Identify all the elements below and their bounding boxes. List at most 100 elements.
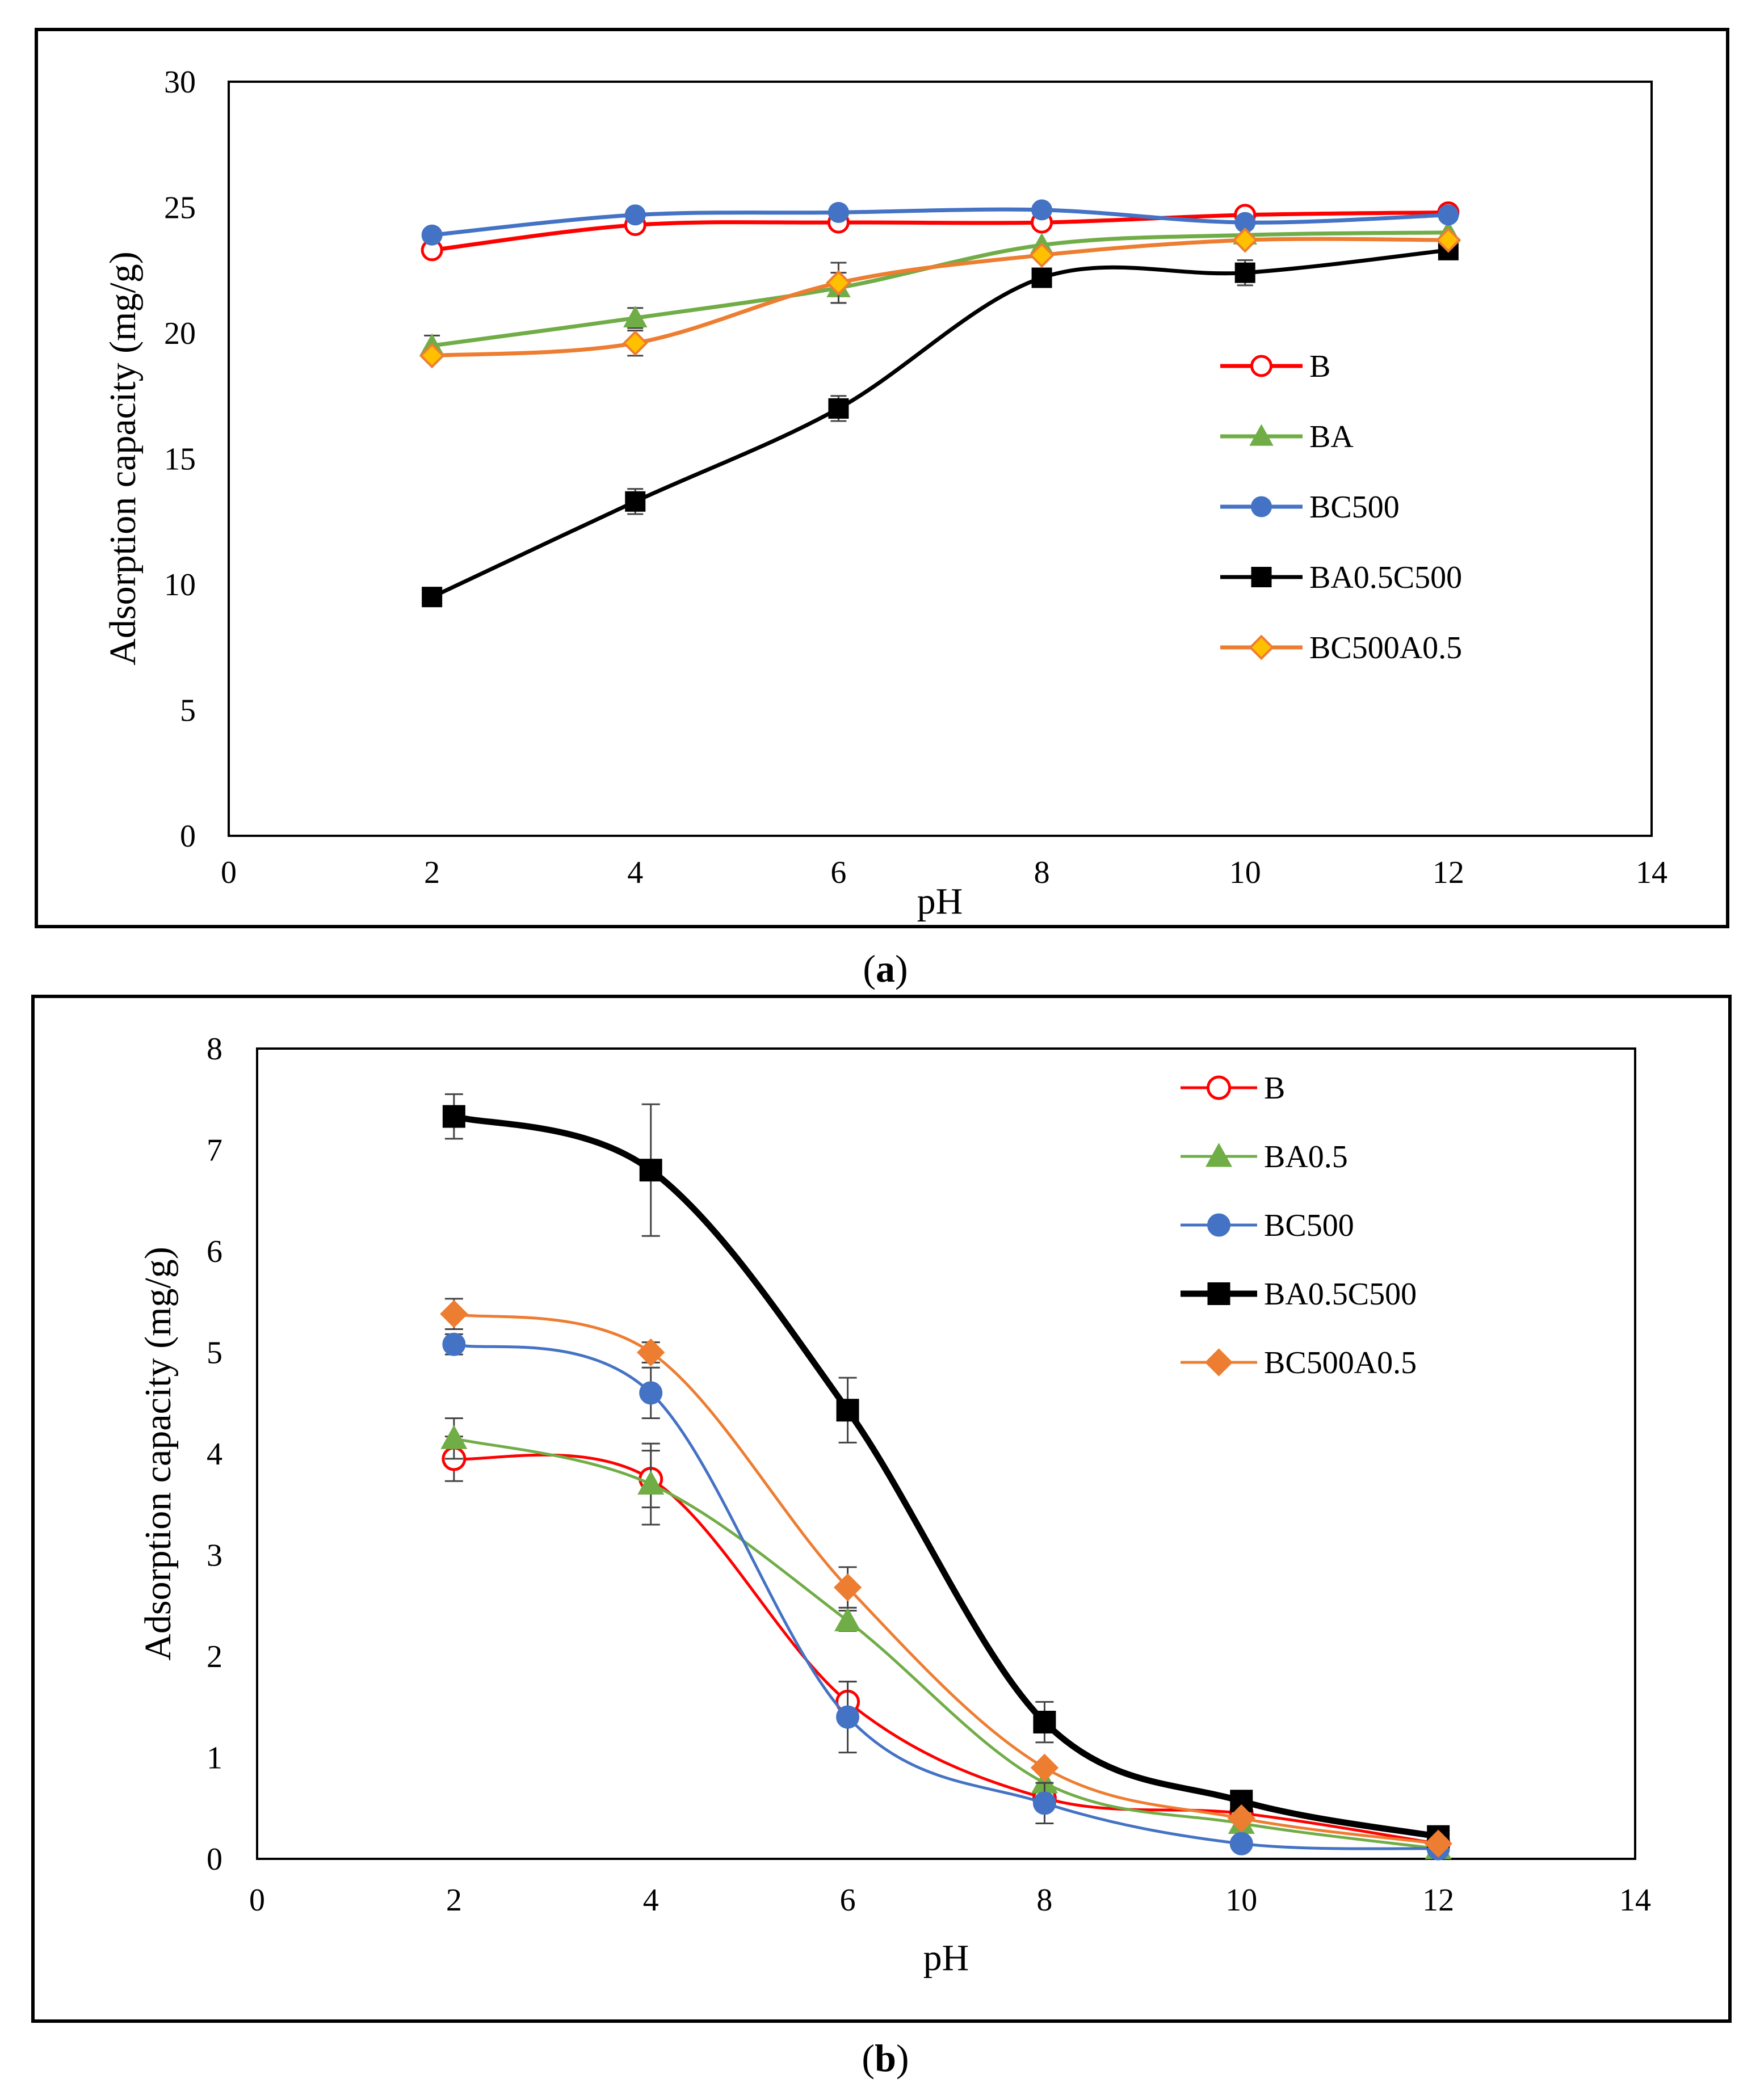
panel-a-legend-item-BC500: BC500 xyxy=(1220,490,1400,525)
panel-a-x-tick-label: 0 xyxy=(221,855,237,890)
panel-a-point-BC500 xyxy=(1031,199,1053,221)
panel-b-series-BA0.5C500 xyxy=(442,1093,1450,1848)
panel-b-point-BC500 xyxy=(836,1705,860,1729)
panel-b-legend-label: BA0.5C500 xyxy=(1264,1277,1417,1312)
panel-a-legend-label: BA xyxy=(1309,419,1354,454)
panel-b-point-BA0.5C500 xyxy=(1033,1711,1056,1734)
panel-b-series-BC500A0.5 xyxy=(440,1298,1452,1858)
panel-b-legend-item-BC500A0.5: BC500A0.5 xyxy=(1181,1345,1417,1381)
panel-b-x-tick-label: 8 xyxy=(1036,1883,1052,1918)
panel-a-line-BC500A0.5 xyxy=(431,237,1448,358)
panel-b-point-BA0.5C500 xyxy=(836,1399,859,1422)
panel-b-legend-item-BA0.5C500: BA0.5C500 xyxy=(1181,1277,1417,1312)
panel-a-point-BA0.5C500 xyxy=(1031,267,1052,288)
panel-b-y-tick-label: 3 xyxy=(207,1538,222,1573)
panel-b-point-BC500A0.5 xyxy=(1030,1753,1059,1782)
panel-b-point-BC500 xyxy=(442,1332,466,1356)
panel-a-point-BC500 xyxy=(624,204,646,226)
panel-a-legend-label: BC500 xyxy=(1309,490,1400,525)
panel-a-legend-swatch-marker xyxy=(1250,355,1272,377)
panel-a-point-BC500A0.5 xyxy=(622,330,648,356)
panel-a-x-tick-label: 6 xyxy=(830,855,846,890)
panel-b-point-BC500 xyxy=(1032,1791,1056,1815)
panel-b-x-tick-label: 6 xyxy=(840,1883,856,1918)
panel-b-y-tick-label: 0 xyxy=(207,1842,222,1877)
panel-a-legend-swatch-marker xyxy=(1251,496,1272,517)
panel-b-point-BC500A0.5 xyxy=(1424,1829,1452,1858)
panel-a-x-tick-label: 2 xyxy=(424,855,440,890)
panel-a-y-tick-label: 10 xyxy=(164,567,196,603)
panel-a-legend-item-BA0.5C500: BA0.5C500 xyxy=(1220,560,1462,595)
panel-b-y-tick-label: 8 xyxy=(207,1032,222,1067)
panel-b-point-BA0.5C500 xyxy=(442,1105,465,1128)
panel-a-x-tick-label: 4 xyxy=(627,855,643,890)
panel-a-line-BA xyxy=(431,230,1448,348)
panel-b-legend-swatch-marker xyxy=(1207,1213,1230,1237)
panel-b-y-tick-label: 1 xyxy=(207,1741,222,1776)
panel-a-point-BA0.5C500 xyxy=(828,398,849,419)
panel-a-frame xyxy=(35,28,1729,928)
panel-b-legend-swatch-marker xyxy=(1204,1348,1233,1377)
panel-a-caption: (a) xyxy=(863,947,908,990)
panel-b-point-BC500A0.5 xyxy=(440,1299,468,1328)
panel-b-x-tick-label: 0 xyxy=(249,1883,265,1918)
panel-b-y-tick-label: 2 xyxy=(207,1639,222,1674)
panel-b-legend-label: BC500 xyxy=(1264,1208,1354,1243)
panel-a-point-BC500A0.5 xyxy=(1029,242,1055,268)
panel-a-series xyxy=(419,199,1461,608)
panel-a-y-tick-label: 25 xyxy=(164,191,196,226)
panel-a-point-BC500A0.5 xyxy=(1232,227,1258,253)
panel-b-y-tick-label: 7 xyxy=(207,1133,222,1168)
panel-a-point-BC500 xyxy=(421,224,443,246)
panel-a-point-BA0.5C500 xyxy=(422,587,443,608)
panel-a-y-tick-label: 30 xyxy=(164,65,196,100)
panel-a-legend-swatch-marker xyxy=(1249,424,1274,446)
panel-a-series-BA0.5C500 xyxy=(422,239,1459,608)
panel-a-x-tick-label: 14 xyxy=(1636,855,1667,890)
panel-b-legend-label: BC500A0.5 xyxy=(1264,1345,1417,1381)
panel-a-point-BC500A0.5 xyxy=(419,343,445,369)
panel-a-point-BA0.5C500 xyxy=(625,491,646,512)
panel-b-legend-item-BC500: BC500 xyxy=(1181,1208,1354,1243)
panel-b-line-BC500 xyxy=(453,1343,1439,1850)
panel-a-legend-label: B xyxy=(1309,349,1330,384)
panel-b-line-B xyxy=(453,1453,1439,1845)
panel-b-legend: B BA0.5 BC500 BA0.5C500 BC500A0.5 xyxy=(1181,1071,1417,1381)
panel-b-point-BC500A0.5 xyxy=(833,1573,862,1602)
panel-a-point-BA0.5C500 xyxy=(1234,262,1255,283)
panel-a-x-axis-title: pH xyxy=(917,881,963,922)
panel-a-point-BC500A0.5 xyxy=(826,270,851,296)
panel-b-x-tick-label: 14 xyxy=(1619,1883,1651,1918)
panel-a-legend-item-BC500A0.5: BC500A0.5 xyxy=(1220,630,1462,666)
panel-a-point-BC500 xyxy=(1438,204,1459,226)
panel-a-x-tick-label: 12 xyxy=(1433,855,1464,890)
panel-b-legend-label: BA0.5 xyxy=(1264,1139,1348,1175)
panel-a-point-BA xyxy=(623,305,648,328)
panel-b-y-tick-label: 4 xyxy=(207,1437,222,1472)
panel-b-point-BA0.5 xyxy=(440,1425,468,1449)
panel-a-legend-swatch-marker xyxy=(1249,634,1274,660)
panel-b-point-BC500A0.5 xyxy=(1227,1804,1255,1833)
panel-a-legend-item-B: B xyxy=(1220,349,1330,384)
panel-b-x-axis-title: pH xyxy=(923,1937,969,1979)
panel-b-series-BC500 xyxy=(442,1332,1450,1861)
panel-b-x-tick-label: 2 xyxy=(446,1883,462,1918)
panel-b-plot-area xyxy=(256,1047,1636,1860)
panel-b-y-tick-label: 6 xyxy=(207,1234,222,1269)
panel-b-x-tick-label: 10 xyxy=(1225,1883,1257,1918)
panel-a-point-BC500A0.5 xyxy=(1435,227,1461,253)
panel-b-point-BC500 xyxy=(1229,1832,1253,1855)
panel-a-y-axis-title: Adsorption capacity (mg/g) xyxy=(102,251,144,665)
panel-a-legend-label: BA0.5C500 xyxy=(1309,560,1462,595)
panel-b-frame xyxy=(31,995,1732,2023)
panel-b-point-BA0.5 xyxy=(834,1607,862,1632)
panel-b-legend-label: B xyxy=(1264,1071,1285,1106)
panel-b-caption-letter: b xyxy=(875,2036,896,2080)
panel-a-y-tick-label: 0 xyxy=(180,819,196,854)
panel-b-y-axis-title: Adsorption capacity (mg/g) xyxy=(137,1247,179,1660)
panel-b-point-BA0.5 xyxy=(637,1470,665,1495)
panel-b-legend-swatch-marker xyxy=(1207,1075,1231,1100)
panel-a-series-BC500 xyxy=(421,199,1459,246)
